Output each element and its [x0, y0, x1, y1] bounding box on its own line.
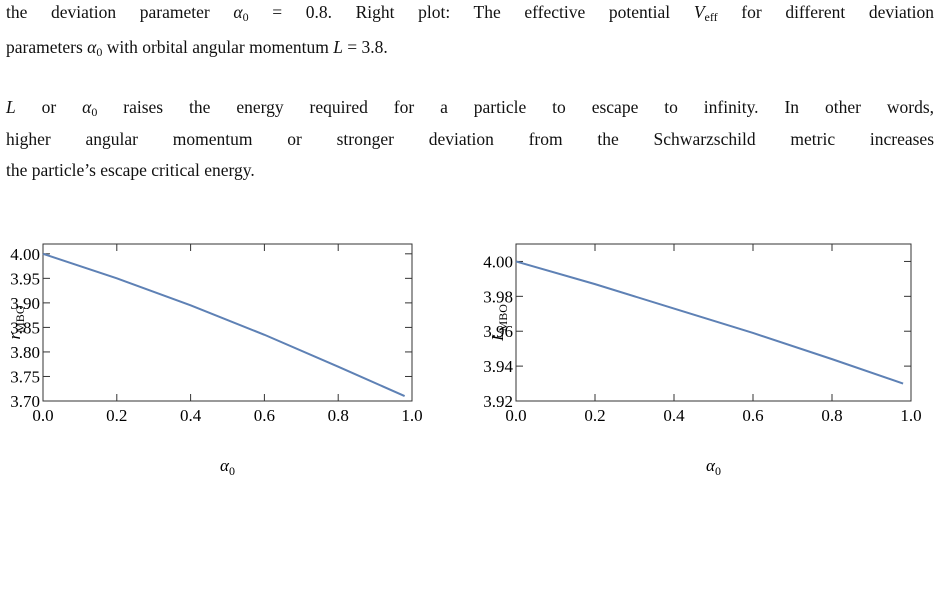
y-axis-label-main: r	[5, 332, 24, 339]
plot-frame	[515, 243, 912, 402]
y-tick-label: 3.70	[10, 392, 40, 411]
y-tick-label: 3.98	[483, 287, 513, 306]
x-tick-label: 1.0	[900, 406, 921, 425]
y-axis-label: rMBO	[5, 305, 27, 339]
paragraph-line: L or α0 raises the energy required for a…	[6, 97, 935, 119]
x-tick-label: 0.4	[663, 406, 685, 425]
x-tick-label: 0.6	[254, 406, 275, 425]
x-tick-label: 0.8	[328, 406, 349, 425]
paragraph-line: higher angular momentum or stronger devi…	[6, 129, 934, 149]
x-tick-label: 0.8	[821, 406, 842, 425]
data-line	[42, 252, 406, 398]
x-tick-label: 0.2	[584, 406, 605, 425]
x-tick-label: 0.0	[32, 406, 53, 425]
y-tick-label: 3.75	[10, 367, 40, 386]
y-tick-label: 3.80	[10, 343, 40, 362]
y-tick-label: 3.92	[483, 392, 513, 411]
y-tick-label: 4.00	[10, 245, 40, 264]
x-axis-label-sub: 0	[229, 464, 235, 478]
x-axis-label: α0	[706, 456, 721, 478]
caption-line: the deviation parameter α0 = 0.8. Right …	[6, 2, 935, 24]
y-axis-label-main: L	[488, 331, 507, 341]
y-tick-label: 3.96	[483, 322, 513, 341]
y-tick-label: 3.90	[10, 294, 40, 313]
x-axis-label-sub: 0	[715, 464, 721, 478]
y-tick-label: 3.94	[483, 357, 513, 376]
y-axis-label-sub: MBO	[13, 305, 27, 333]
caption-line: parameters α0 with orbital angular momen…	[6, 37, 388, 59]
x-axis-label-main: α	[706, 456, 716, 475]
data-line	[515, 260, 904, 385]
y-tick-label: 4.00	[483, 252, 513, 271]
y-axis-label-sub: MBO	[496, 304, 510, 332]
x-tick-label: 1.0	[401, 406, 422, 425]
x-tick-label: 0.4	[180, 406, 202, 425]
x-axis-label-main: α	[220, 456, 230, 475]
x-tick-label: 0.2	[106, 406, 127, 425]
y-tick-label: 3.85	[10, 318, 40, 337]
x-axis-label: α0	[220, 456, 235, 478]
y-tick-label: 3.95	[10, 269, 40, 288]
paragraph-line: the particle’s escape critical energy.	[6, 160, 255, 180]
y-axis-label: LMBO	[488, 304, 510, 342]
x-tick-label: 0.0	[505, 406, 526, 425]
plot-frame	[42, 243, 413, 402]
x-tick-label: 0.6	[742, 406, 763, 425]
